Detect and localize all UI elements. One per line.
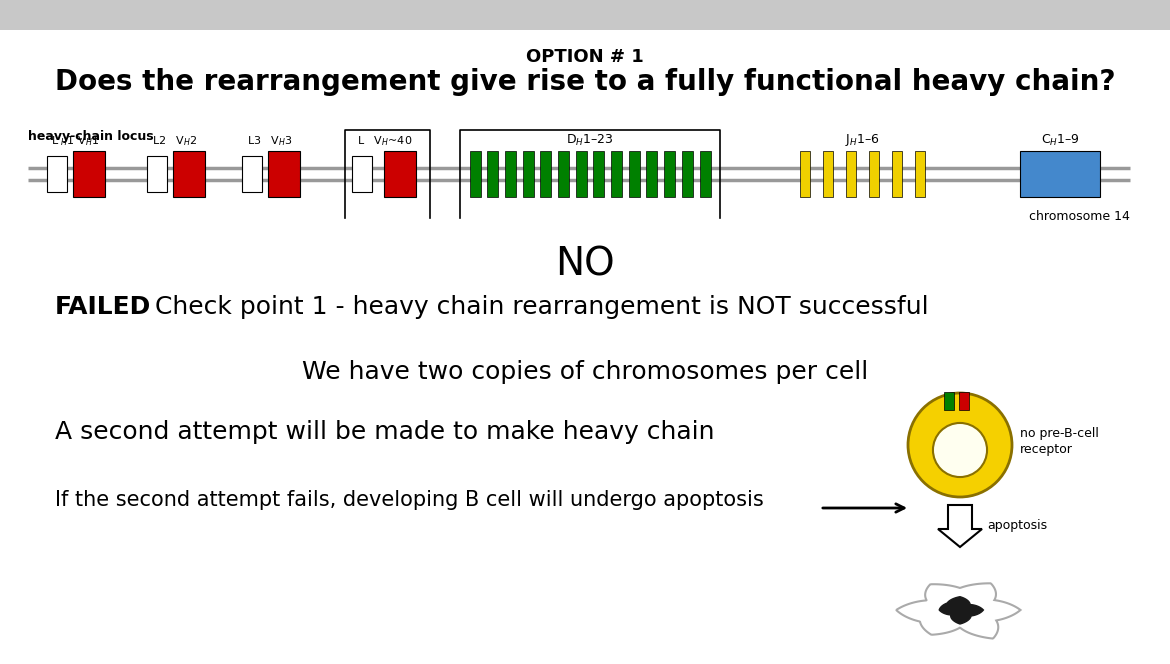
Text: J$_{H}$1–6: J$_{H}$1–6 — [845, 132, 880, 148]
Bar — [959, 392, 969, 410]
Bar — [73, 151, 105, 197]
Bar — [823, 151, 833, 197]
Bar — [469, 151, 481, 197]
Bar — [846, 151, 856, 197]
Bar — [384, 151, 417, 197]
Text: Does the rearrangement give rise to a fully functional heavy chain?: Does the rearrangement give rise to a fu… — [55, 68, 1115, 96]
Bar — [268, 151, 300, 197]
Bar — [646, 151, 658, 197]
Bar — [147, 156, 167, 192]
Text: apoptosis: apoptosis — [987, 519, 1047, 531]
Bar — [915, 151, 925, 197]
Text: C$_{H}$1–9: C$_{H}$1–9 — [1040, 133, 1080, 148]
Bar — [665, 151, 675, 197]
Bar — [1020, 151, 1100, 197]
Polygon shape — [940, 597, 984, 624]
Text: L2   V$_{H}$2: L2 V$_{H}$2 — [152, 134, 198, 148]
Polygon shape — [938, 505, 982, 547]
Circle shape — [932, 423, 987, 477]
Text: Check point 1 - heavy chain rearrangement is NOT successful: Check point 1 - heavy chain rearrangemen… — [147, 295, 929, 319]
Bar — [173, 151, 205, 197]
Bar — [487, 151, 498, 197]
Text: chromosome 14: chromosome 14 — [1030, 210, 1130, 223]
Bar — [800, 151, 810, 197]
Bar — [892, 151, 902, 197]
Bar — [523, 151, 534, 197]
Bar — [700, 151, 710, 197]
Text: NO: NO — [556, 245, 614, 283]
Text: We have two copies of chromosomes per cell: We have two copies of chromosomes per ce… — [302, 360, 868, 384]
Bar — [505, 151, 516, 197]
Text: D$_{H}$1–23: D$_{H}$1–23 — [566, 133, 614, 148]
Text: receptor: receptor — [1020, 442, 1073, 456]
Bar — [869, 151, 879, 197]
Bar — [558, 151, 569, 197]
Text: OPTION # 1: OPTION # 1 — [526, 48, 644, 66]
Bar — [593, 151, 605, 197]
Text: L $_{H}$1 V$_{H}$1: L $_{H}$1 V$_{H}$1 — [50, 134, 99, 148]
Text: L3   V$_{H}$3: L3 V$_{H}$3 — [247, 134, 292, 148]
Circle shape — [908, 393, 1012, 497]
Text: If the second attempt fails, developing B cell will undergo apoptosis: If the second attempt fails, developing … — [55, 490, 764, 510]
Bar — [611, 151, 622, 197]
Text: heavy-chain locus: heavy-chain locus — [28, 130, 153, 143]
Text: L   V$_{H}$~40: L V$_{H}$~40 — [357, 134, 413, 148]
Text: A second attempt will be made to make heavy chain: A second attempt will be made to make he… — [55, 420, 715, 444]
Bar — [576, 151, 586, 197]
Bar — [0, 0, 1170, 30]
Bar — [352, 156, 372, 192]
Bar — [944, 392, 954, 410]
Text: FAILED: FAILED — [55, 295, 151, 319]
Bar — [242, 156, 262, 192]
Text: no pre-B-cell: no pre-B-cell — [1020, 426, 1099, 440]
Bar — [682, 151, 693, 197]
Bar — [628, 151, 640, 197]
Bar — [541, 151, 551, 197]
Bar — [47, 156, 67, 192]
